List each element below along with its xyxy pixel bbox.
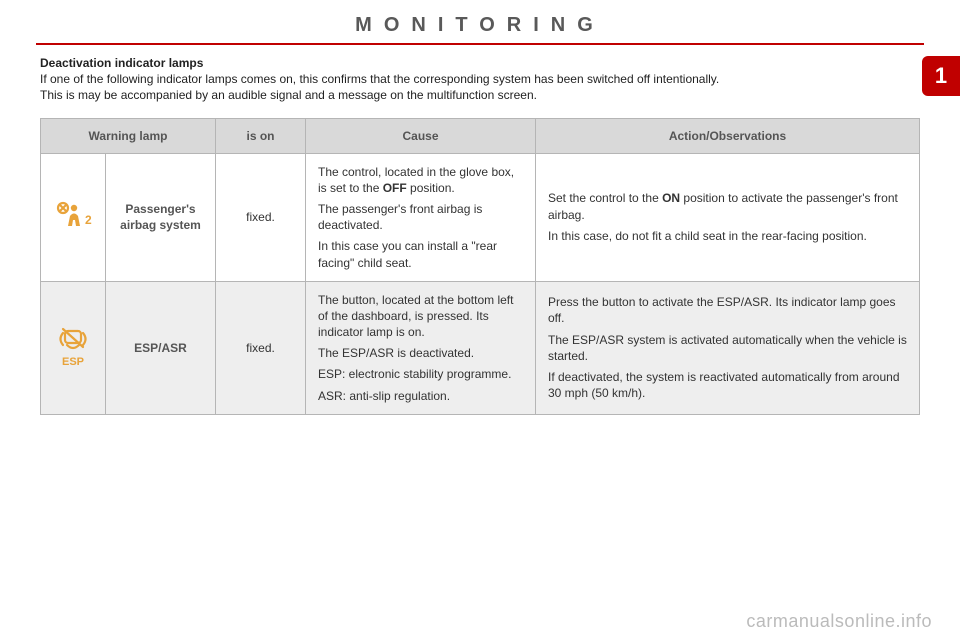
table-row: ESP ESP/ASRfixed.The button, located at … bbox=[41, 281, 920, 414]
action-cell: Set the control to the ON position to ac… bbox=[536, 153, 920, 281]
bold-text: OFF bbox=[383, 181, 407, 195]
intro-line: If one of the following indicator lamps … bbox=[40, 71, 920, 87]
text-line: The ESP/ASR is deactivated. bbox=[318, 345, 523, 361]
action-cell: Press the button to activate the ESP/ASR… bbox=[536, 281, 920, 414]
intro-subtitle: Deactivation indicator lamps bbox=[40, 55, 920, 71]
intro-block: Deactivation indicator lamps If one of t… bbox=[0, 55, 960, 118]
warning-lamp-name: ESP/ASR bbox=[106, 281, 216, 414]
watermark: carmanualsonline.info bbox=[746, 611, 932, 632]
text-line: The ESP/ASR system is activated automati… bbox=[548, 332, 907, 364]
text-line: If deactivated, the system is reactivate… bbox=[548, 369, 907, 401]
text-line: ASR: anti-slip regulation. bbox=[318, 388, 523, 404]
warning-lamp-table: Warning lamp is on Cause Action/Observat… bbox=[40, 118, 920, 415]
svg-text:ESP: ESP bbox=[62, 356, 84, 368]
text-line: ESP: electronic stability programme. bbox=[318, 366, 523, 382]
text-line: In this case you can install a "rear fac… bbox=[318, 238, 523, 270]
is-on-state: fixed. bbox=[216, 281, 306, 414]
page-number-tab: 1 bbox=[922, 56, 960, 96]
col-header-cause: Cause bbox=[306, 118, 536, 153]
col-header-is-on: is on bbox=[216, 118, 306, 153]
cause-cell: The button, located at the bottom left o… bbox=[306, 281, 536, 414]
text-line: Press the button to activate the ESP/ASR… bbox=[548, 294, 907, 326]
text-line: Set the control to the ON position to ac… bbox=[548, 190, 907, 222]
col-header-action: Action/Observations bbox=[536, 118, 920, 153]
is-on-state: fixed. bbox=[216, 153, 306, 281]
esp-icon: ESP bbox=[41, 281, 106, 414]
page-title: MONITORING bbox=[0, 0, 960, 43]
divider-red bbox=[36, 43, 924, 45]
text-line: In this case, do not fit a child seat in… bbox=[548, 228, 907, 244]
table-row: 2 Passenger's airbag systemfixed. The con… bbox=[41, 153, 920, 281]
col-header-warning-lamp: Warning lamp bbox=[41, 118, 216, 153]
intro-line: This is may be accompanied by an audible… bbox=[40, 87, 920, 103]
bold-text: ON bbox=[662, 191, 680, 205]
text-line: The passenger's front airbag is deactiva… bbox=[318, 201, 523, 233]
svg-text:2: 2 bbox=[85, 213, 92, 227]
airbag-off-icon: 2 bbox=[41, 153, 106, 281]
warning-lamp-name: Passenger's airbag system bbox=[106, 153, 216, 281]
cause-cell: The control, located in the glove box, i… bbox=[306, 153, 536, 281]
text-line: The button, located at the bottom left o… bbox=[318, 292, 523, 341]
text-line: The control, located in the glove box, i… bbox=[318, 164, 523, 196]
